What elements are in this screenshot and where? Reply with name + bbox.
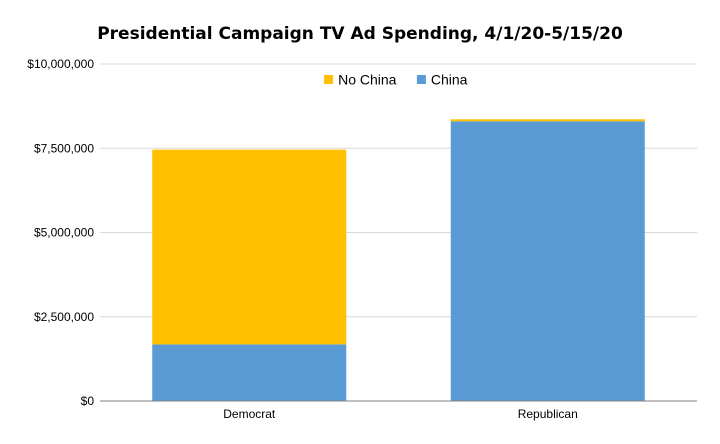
x-tick-label: Democrat — [223, 407, 276, 421]
y-tick-label: $5,000,000 — [34, 226, 94, 240]
y-tick-label: $7,500,000 — [34, 141, 94, 155]
bar-democrat-no-china — [152, 149, 347, 345]
x-tick-label: Republican — [518, 407, 578, 421]
y-tick-label: $0 — [81, 394, 95, 408]
legend-swatch-china — [416, 75, 426, 84]
x-axis-tick-labels: Democrat Republican — [223, 407, 578, 421]
legend-label: No China — [338, 72, 397, 88]
bar-democrat-china — [152, 344, 347, 401]
chart-title: Presidential Campaign TV Ad Spending, 4/… — [97, 24, 623, 44]
bar-republican-no-china — [450, 119, 645, 122]
y-tick-label: $2,500,000 — [34, 310, 94, 324]
bar-republican-china — [450, 121, 645, 401]
bars — [152, 119, 645, 401]
y-axis-tick-labels: $0 $2,500,000 $5,000,000 $7,500,000 $10,000,… — [27, 57, 94, 408]
legend-label: China — [431, 72, 468, 88]
legend-swatch-no-china — [324, 75, 334, 84]
legend: No China China — [324, 72, 468, 88]
y-tick-label: $10,000,000 — [27, 57, 94, 71]
